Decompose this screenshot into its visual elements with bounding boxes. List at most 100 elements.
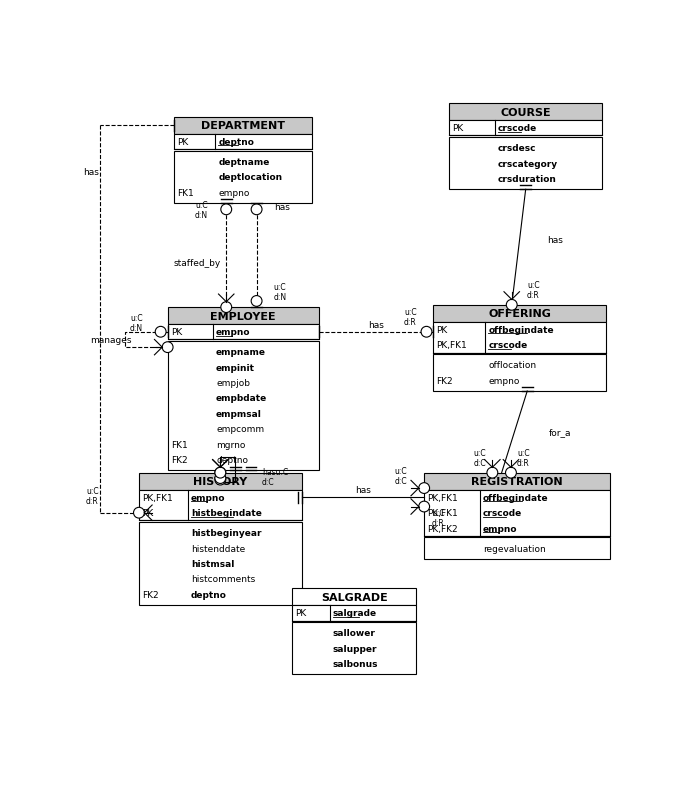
Circle shape bbox=[419, 483, 430, 494]
Text: crscode: crscode bbox=[488, 341, 527, 350]
Text: staffed_by: staffed_by bbox=[173, 259, 220, 268]
Text: deptlocation: deptlocation bbox=[218, 173, 282, 182]
Bar bbox=[424, 537, 610, 559]
Circle shape bbox=[506, 300, 517, 311]
Bar bbox=[293, 622, 416, 674]
Text: regevaluation: regevaluation bbox=[483, 544, 546, 553]
Text: FK1: FK1 bbox=[177, 188, 194, 197]
Text: COURSE: COURSE bbox=[500, 107, 551, 117]
Bar bbox=[433, 354, 606, 391]
Text: manages: manages bbox=[90, 335, 132, 345]
Text: u:C
d:N: u:C d:N bbox=[274, 282, 287, 302]
Text: histbegindate: histbegindate bbox=[191, 508, 262, 517]
Text: u:C
d:R: u:C d:R bbox=[432, 508, 444, 528]
Bar bbox=[424, 490, 610, 536]
Text: PK: PK bbox=[177, 138, 188, 147]
Text: FK1: FK1 bbox=[170, 440, 188, 449]
Text: u:C
d:R: u:C d:R bbox=[527, 281, 540, 300]
Text: PK,FK1: PK,FK1 bbox=[142, 493, 172, 502]
Text: salupper: salupper bbox=[333, 644, 377, 653]
Bar bbox=[449, 104, 602, 121]
Text: has: has bbox=[83, 168, 99, 177]
Text: FK2: FK2 bbox=[142, 590, 159, 599]
Text: offbegindate: offbegindate bbox=[488, 326, 554, 334]
Text: u:C
d:R: u:C d:R bbox=[404, 307, 417, 326]
Text: histenddate: histenddate bbox=[191, 544, 245, 553]
Text: PK: PK bbox=[295, 609, 307, 618]
Circle shape bbox=[221, 302, 232, 313]
Text: SALGRADE: SALGRADE bbox=[321, 592, 388, 602]
Text: empno: empno bbox=[191, 493, 226, 502]
Text: has: has bbox=[547, 236, 563, 245]
Bar bbox=[293, 606, 416, 621]
Text: empinit: empinit bbox=[216, 363, 255, 372]
Bar bbox=[449, 138, 602, 190]
Text: crsduration: crsduration bbox=[498, 175, 557, 184]
Bar bbox=[433, 306, 606, 322]
Text: FK2: FK2 bbox=[170, 456, 188, 464]
Circle shape bbox=[215, 475, 226, 485]
Text: PK,FK1: PK,FK1 bbox=[427, 493, 458, 502]
Text: salgrade: salgrade bbox=[333, 609, 377, 618]
Text: has: has bbox=[274, 202, 290, 212]
Text: crscode: crscode bbox=[483, 508, 522, 517]
Text: empcomm: empcomm bbox=[216, 425, 264, 434]
Text: empno: empno bbox=[216, 328, 250, 337]
Text: PK,FK1: PK,FK1 bbox=[437, 341, 467, 350]
Circle shape bbox=[162, 342, 173, 353]
Text: has: has bbox=[355, 485, 371, 495]
Bar bbox=[139, 473, 302, 490]
Text: OFFERING: OFFERING bbox=[488, 309, 551, 319]
Circle shape bbox=[221, 205, 232, 216]
Text: crsdesc: crsdesc bbox=[498, 144, 537, 153]
Text: PK,FK2: PK,FK2 bbox=[427, 524, 458, 533]
Text: u:C
d:C: u:C d:C bbox=[395, 467, 407, 486]
Circle shape bbox=[506, 468, 516, 479]
Text: DEPARTMENT: DEPARTMENT bbox=[201, 121, 285, 132]
Circle shape bbox=[215, 468, 226, 479]
Bar bbox=[168, 308, 319, 325]
Bar bbox=[424, 473, 610, 490]
Text: FK2: FK2 bbox=[437, 376, 453, 385]
Text: histmsal: histmsal bbox=[191, 559, 234, 569]
Circle shape bbox=[251, 205, 262, 216]
Text: deptname: deptname bbox=[218, 158, 270, 167]
Text: empno: empno bbox=[218, 188, 250, 197]
Circle shape bbox=[155, 327, 166, 338]
Bar bbox=[433, 322, 606, 353]
Circle shape bbox=[487, 468, 497, 479]
Text: histcomments: histcomments bbox=[191, 575, 255, 584]
Circle shape bbox=[215, 468, 226, 479]
Text: empno: empno bbox=[488, 376, 520, 385]
Text: mgrno: mgrno bbox=[216, 440, 246, 449]
Text: PK: PK bbox=[452, 124, 463, 133]
Text: REGISTRATION: REGISTRATION bbox=[471, 476, 563, 487]
Text: PK: PK bbox=[170, 328, 182, 337]
Text: u:C
d:R: u:C d:R bbox=[86, 487, 99, 506]
Bar bbox=[449, 121, 602, 136]
Text: deptno: deptno bbox=[191, 590, 227, 599]
Text: PK: PK bbox=[437, 326, 448, 334]
Text: crscode: crscode bbox=[498, 124, 538, 133]
Bar bbox=[174, 152, 312, 204]
Text: empmsal: empmsal bbox=[216, 409, 262, 419]
Bar bbox=[139, 490, 302, 520]
Text: sallower: sallower bbox=[333, 629, 375, 638]
Text: crscategory: crscategory bbox=[498, 160, 558, 168]
Text: empno: empno bbox=[483, 524, 518, 533]
Text: u:C
d:R: u:C d:R bbox=[517, 448, 530, 468]
Bar bbox=[174, 135, 312, 150]
Text: empname: empname bbox=[216, 348, 266, 357]
Text: deptno: deptno bbox=[218, 138, 254, 147]
Text: salbonus: salbonus bbox=[333, 659, 378, 668]
Circle shape bbox=[134, 508, 144, 518]
Text: hasu:C
d:C: hasu:C d:C bbox=[262, 468, 288, 487]
Circle shape bbox=[251, 296, 262, 307]
Bar bbox=[293, 589, 416, 606]
Circle shape bbox=[215, 473, 226, 484]
Text: offlocation: offlocation bbox=[488, 361, 536, 370]
Circle shape bbox=[419, 501, 430, 512]
Text: EMPLOYEE: EMPLOYEE bbox=[210, 311, 276, 321]
Text: histbeginyear: histbeginyear bbox=[191, 529, 262, 537]
Text: u:C
d:N: u:C d:N bbox=[195, 200, 208, 220]
